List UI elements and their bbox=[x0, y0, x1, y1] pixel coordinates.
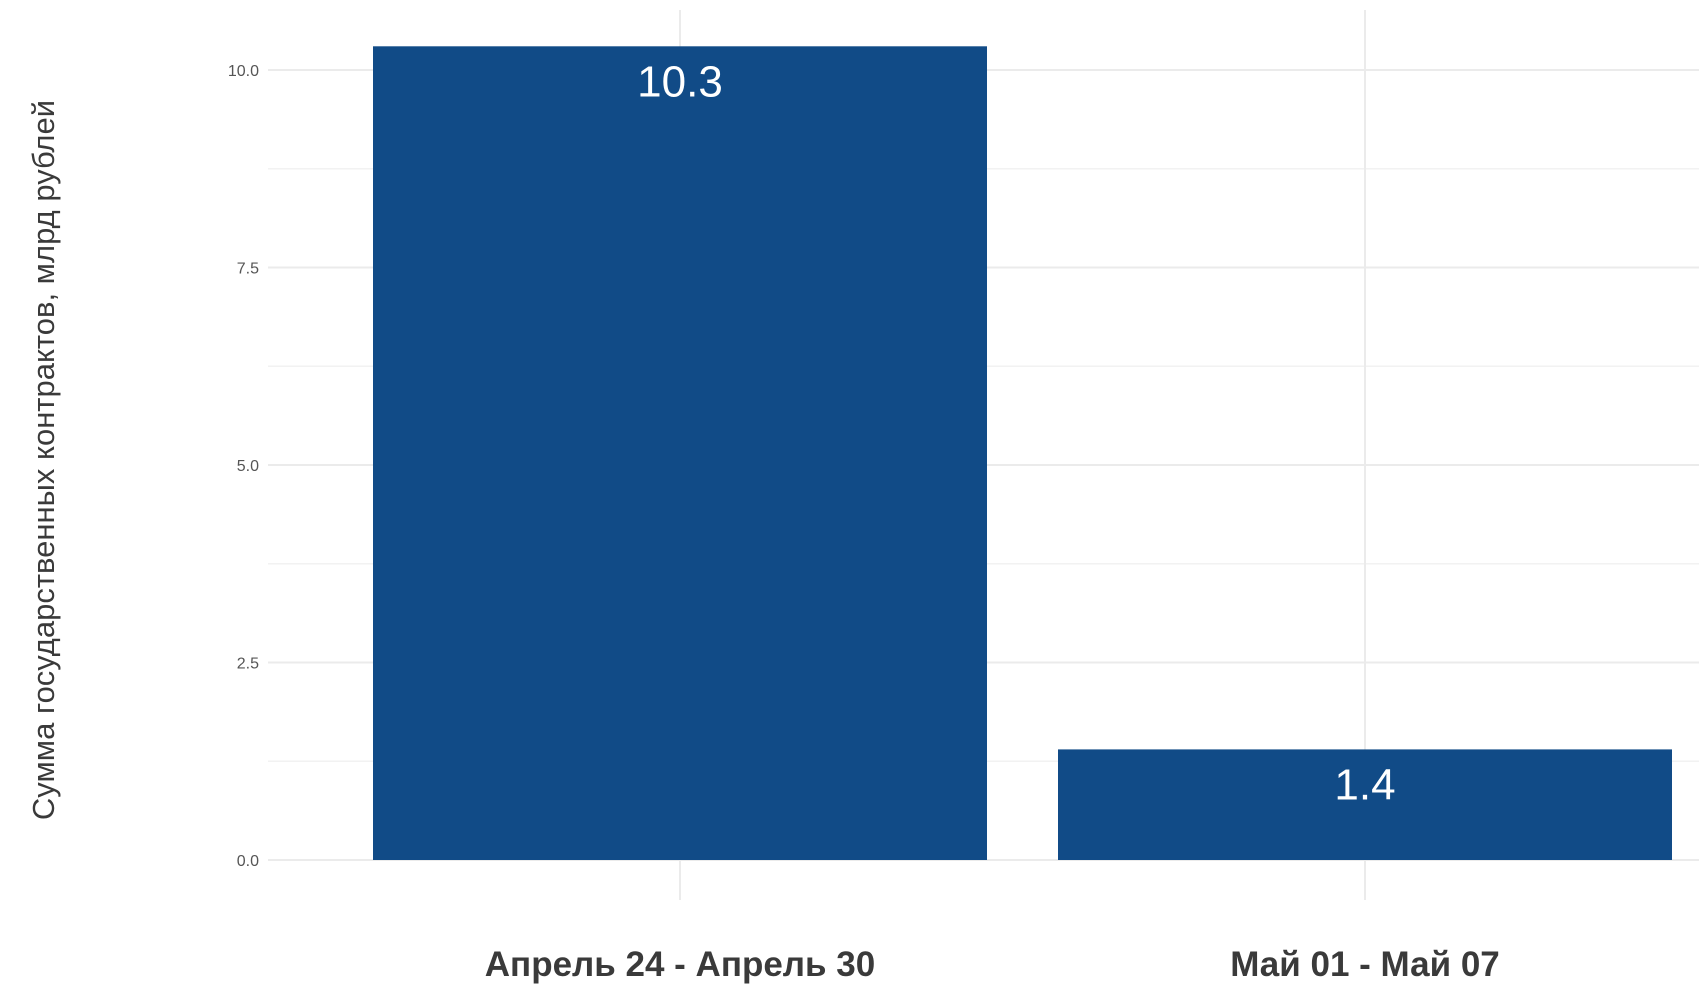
y-axis-label: Сумма государственных контрактов, млрд р… bbox=[26, 99, 61, 821]
y-tick-label-2: 5.0 bbox=[237, 458, 259, 475]
x-tick-label-1: Май 01 - Май 07 bbox=[1230, 945, 1500, 984]
y-tick-label-3: 7.5 bbox=[237, 261, 259, 278]
bar-1 bbox=[1058, 749, 1672, 860]
y-tick-label-0: 0.0 bbox=[237, 853, 259, 870]
y-tick-label-4: 10.0 bbox=[228, 63, 259, 80]
y-tick-label-1: 2.5 bbox=[237, 656, 259, 673]
bar-value-label-0: 10.3 bbox=[637, 57, 723, 106]
x-tick-label-0: Апрель 24 - Апрель 30 bbox=[484, 945, 876, 984]
bar-0 bbox=[373, 46, 987, 861]
bar-value-label-1: 1.4 bbox=[1334, 760, 1395, 809]
